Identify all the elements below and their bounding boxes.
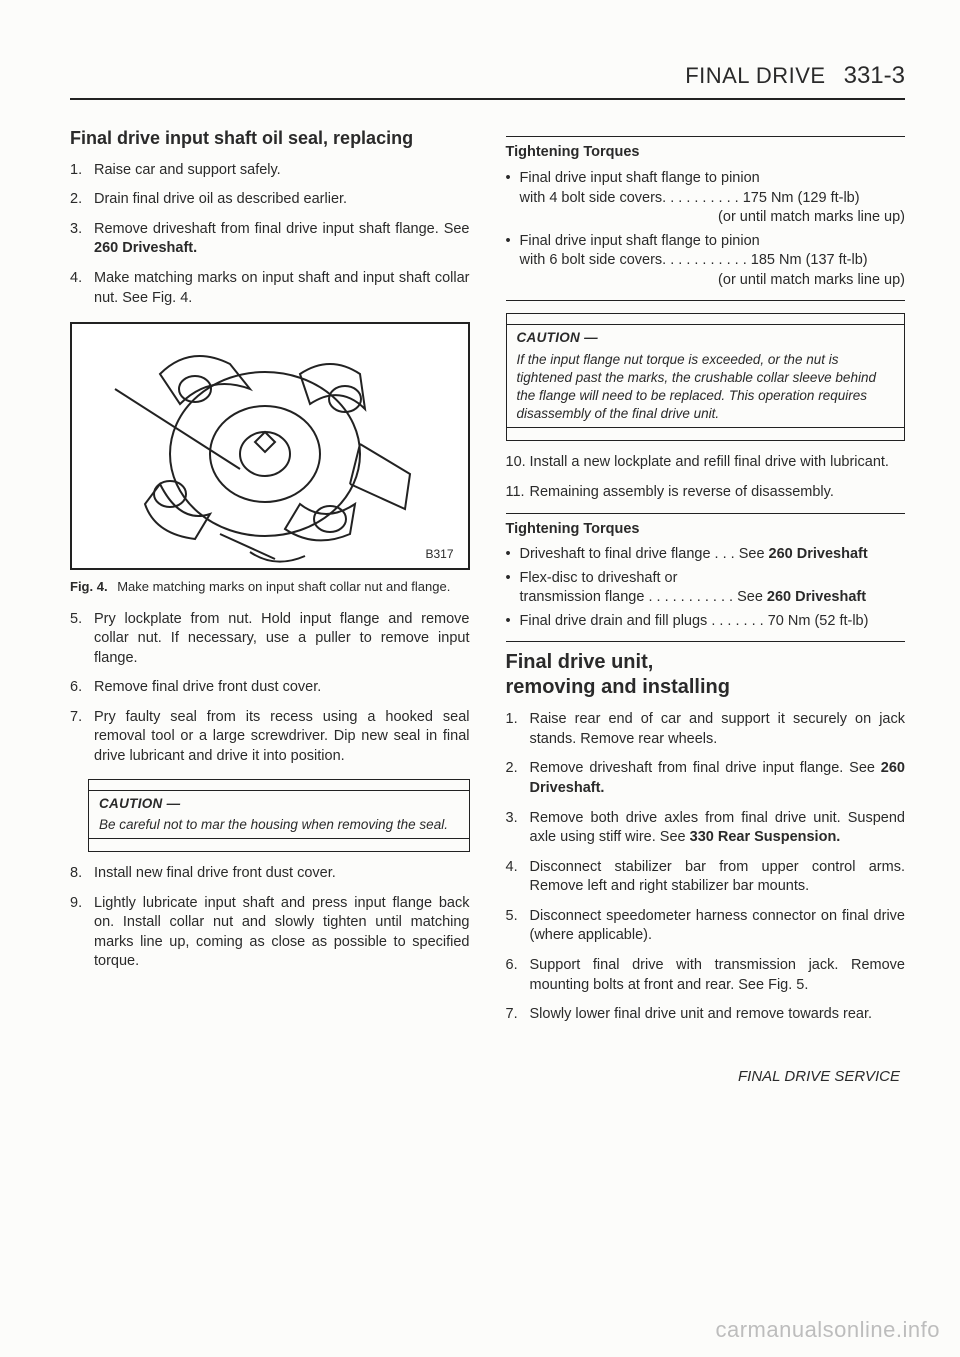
procedure-steps-d: 1.Raise rear end of car and support it s… (506, 710, 906, 1024)
step-text: Pry faulty seal from its recess using a … (94, 709, 470, 764)
torque-item: Flex-disc to driveshaft or transmission … (506, 569, 906, 608)
step: 6.Remove final drive front dust cover. (88, 678, 470, 698)
torque-note: (or until match marks line up) (520, 208, 906, 228)
watermark: carmanualsonline.info (715, 1315, 940, 1345)
caution-box: CAUTION — Be careful not to mar the hous… (88, 779, 470, 852)
step: 9.Lightly lubricate input shaft and pres… (88, 894, 470, 972)
step-text: Raise car and support safely. (94, 162, 281, 178)
step-text: Install a new lockplate and refill final… (530, 454, 889, 470)
step-text: Make matching marks on input shaft and i… (94, 270, 470, 306)
torque-item: Final drive input shaft flange to pinion… (506, 232, 906, 291)
content-columns: Final drive input shaft oil seal, replac… (70, 126, 905, 1034)
step-text: Remaining assembly is reverse of disasse… (530, 484, 834, 500)
step: 4.Disconnect stabilizer bar from upper c… (524, 858, 906, 897)
step-text: Remove driveshaft from final drive input… (94, 221, 470, 237)
step-text: Raise rear end of car and support it sec… (530, 711, 906, 747)
step-text: Install new final drive front dust cover… (94, 865, 336, 881)
step: 3.Remove driveshaft from final drive inp… (88, 220, 470, 259)
rule (506, 513, 906, 514)
step: 1.Raise car and support safely. (88, 161, 470, 181)
figure-lead: Fig. 4. (70, 579, 108, 594)
left-column: Final drive input shaft oil seal, replac… (70, 126, 470, 1034)
figure-caption: Fig. 4. Make matching marks on input sha… (70, 578, 470, 596)
xref: 260 Driveshaft (767, 589, 866, 605)
rule (506, 300, 906, 301)
figure-caption-text: Make matching marks on input shaft colla… (117, 579, 450, 594)
torque-text: transmission flange . . . . . . . . . . … (520, 589, 767, 605)
step-text: Remove final drive front dust cover. (94, 679, 321, 695)
torque-item: Final drive drain and fill plugs . . . .… (506, 612, 906, 632)
step: 10.Install a new lockplate and refill fi… (524, 453, 906, 473)
torque-item: Driveshaft to final drive flange . . . S… (506, 545, 906, 565)
footer-label: FINAL DRIVE SERVICE (738, 1067, 900, 1087)
torque-value: with 4 bolt side covers. . . . . . . . .… (520, 189, 906, 209)
step-text: Drain final drive oil as described earli… (94, 191, 347, 207)
step: 1.Raise rear end of car and support it s… (524, 710, 906, 749)
chapter-name: FINAL DRIVE (685, 63, 825, 88)
procedure-steps-b: 5.Pry lockplate from nut. Hold input fla… (70, 610, 470, 767)
caution-box: CAUTION — If the input flange nut torque… (506, 313, 906, 441)
step-text: Disconnect stabilizer bar from upper con… (530, 859, 906, 895)
step-text: Disconnect speedometer harness connector… (530, 908, 906, 944)
caution-title: CAUTION — (517, 329, 895, 347)
rule (506, 136, 906, 137)
torque-text: Final drive drain and fill plugs . . . .… (520, 613, 869, 629)
page-number: 331-3 (844, 62, 905, 89)
torque-label: Final drive input shaft flange to pinion (520, 232, 906, 252)
step: 3.Remove both drive axles from final dri… (524, 809, 906, 848)
step-text: Pry lockplate from nut. Hold input flang… (94, 611, 470, 666)
page-header: FINAL DRIVE 331-3 (70, 60, 905, 100)
step: 8.Install new final drive front dust cov… (88, 864, 470, 884)
torque-list-2: Driveshaft to final drive flange . . . S… (506, 545, 906, 631)
step: 5.Disconnect speedometer harness connect… (524, 907, 906, 946)
xref: 330 Rear Suspension. (690, 829, 841, 845)
caution-body: Be careful not to mar the housing when r… (99, 816, 459, 834)
xref: 260 Driveshaft. (94, 240, 197, 256)
step: 11.Remaining assembly is reverse of disa… (524, 483, 906, 503)
torque-heading: Tightening Torques (506, 143, 906, 163)
xref: 260 Driveshaft (769, 546, 868, 562)
section-title-2: Final drive unit, removing and installin… (506, 650, 906, 700)
step-text: Lightly lubricate input shaft and press … (94, 895, 470, 970)
torque-item: Final drive input shaft flange to pinion… (506, 169, 906, 228)
torque-list-1: Final drive input shaft flange to pinion… (506, 169, 906, 290)
step: 6.Support final drive with transmission … (524, 956, 906, 995)
step-text: Slowly lower final drive unit and remove… (530, 1006, 873, 1022)
step: 2.Remove driveshaft from final drive inp… (524, 759, 906, 798)
caution-title: CAUTION — (99, 795, 459, 813)
right-column: Tightening Torques Final drive input sha… (506, 126, 906, 1034)
figure-id: B317 (425, 546, 453, 562)
procedure-steps-10: 10.Install a new lockplate and refill fi… (506, 453, 906, 502)
torque-text: Flex-disc to driveshaft or (520, 569, 906, 589)
flange-illustration (100, 334, 440, 564)
section-title: Final drive input shaft oil seal, replac… (70, 126, 470, 150)
rule (506, 641, 906, 642)
torque-heading: Tightening Torques (506, 520, 906, 540)
step-text: Remove driveshaft from final drive input… (530, 760, 875, 776)
torque-note: (or until match marks line up) (520, 271, 906, 291)
procedure-steps-a: 1.Raise car and support safely. 2.Drain … (70, 161, 470, 308)
torque-label: Final drive input shaft flange to pinion (520, 169, 906, 189)
procedure-steps-c: 8.Install new final drive front dust cov… (70, 864, 470, 972)
step: 5.Pry lockplate from nut. Hold input fla… (88, 610, 470, 669)
step: 7.Slowly lower final drive unit and remo… (524, 1005, 906, 1025)
step-text: Support final drive with transmission ja… (530, 957, 906, 993)
step: 7.Pry faulty seal from its recess using … (88, 708, 470, 767)
torque-value: with 6 bolt side covers. . . . . . . . .… (520, 251, 906, 271)
step: 4.Make matching marks on input shaft and… (88, 269, 470, 308)
step: 2.Drain final drive oil as described ear… (88, 190, 470, 210)
figure-4: B317 (70, 322, 470, 570)
torque-text: Driveshaft to final drive flange . . . S… (520, 546, 769, 562)
caution-body: If the input flange nut torque is exceed… (517, 351, 895, 424)
